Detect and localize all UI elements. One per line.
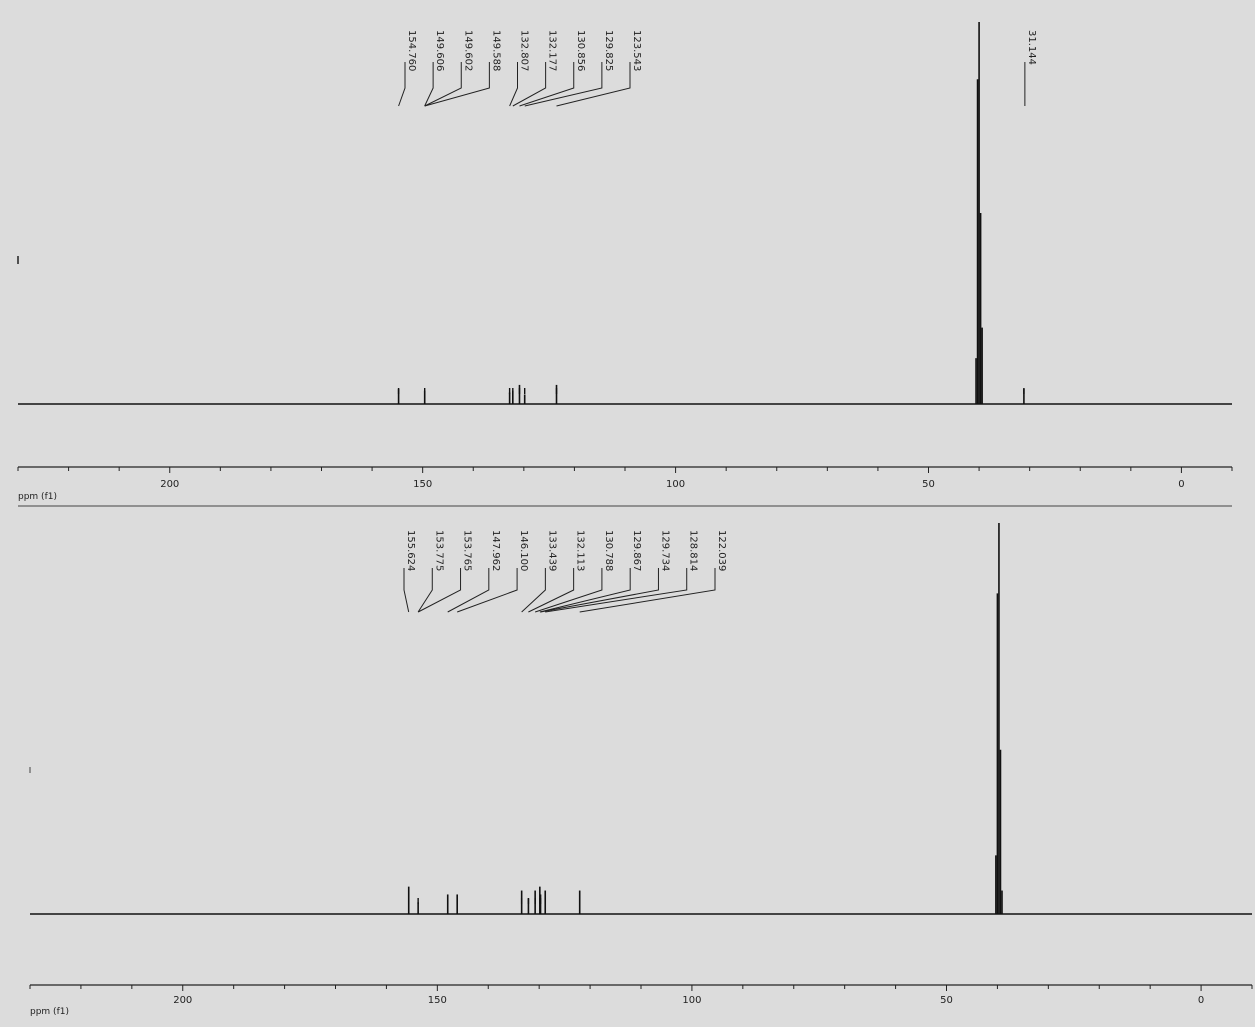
peak-label: 149.602: [462, 30, 473, 71]
x-tick-label: 200: [160, 479, 179, 490]
peak-label: 132.113: [575, 530, 586, 571]
peak-label: 123.543: [631, 30, 642, 71]
peak-label-leader: [417, 568, 433, 613]
peak-label: 154.760: [406, 30, 417, 71]
spectrum-panel-top: 154.760 149.606 149.602 149.588 132.807 132.1…: [17, 22, 1233, 507]
peak-label: 31.144: [1026, 30, 1037, 65]
peak-label: 149.588: [490, 30, 501, 71]
peak-label-leader: [519, 62, 575, 107]
peak-label-leader: [424, 62, 462, 107]
peak-label: 146.100: [518, 530, 529, 571]
peak-label: 155.624: [405, 530, 416, 571]
peak-label-leader: [509, 62, 518, 107]
x-tick-label: 150: [413, 479, 432, 490]
peak-label: 149.606: [434, 30, 445, 71]
peak-label: 129.867: [631, 530, 642, 571]
peak-label-leader: [398, 62, 406, 107]
peak-label-leader: [457, 568, 518, 613]
peak-label-leader: [545, 568, 688, 613]
peak-label-leader: [524, 62, 603, 107]
peak-label-leader: [534, 568, 603, 613]
peak-label-leader: [424, 62, 434, 107]
peak-label: 128.814: [688, 530, 699, 571]
peak-label: 132.177: [547, 30, 558, 71]
peak-label: 130.788: [603, 530, 614, 571]
peak-label-leader: [539, 568, 631, 613]
x-tick-label: 0: [1178, 479, 1184, 490]
peak-label: 147.962: [490, 530, 501, 571]
peak-label: 153.765: [462, 530, 473, 571]
x-tick-label: 150: [428, 995, 447, 1006]
peak-label-leader: [521, 568, 546, 613]
peak-label-leader: [424, 62, 490, 107]
peak-label-leader: [540, 568, 659, 613]
peak-label-leader: [528, 568, 575, 613]
x-axis-title: ppm (f1): [18, 492, 57, 502]
x-tick-label: 100: [666, 479, 685, 490]
peak-label: 129.734: [659, 530, 670, 571]
peak-label-leader: [556, 62, 631, 107]
peak-label: 133.439: [546, 530, 557, 571]
x-tick-label: 200: [173, 995, 192, 1006]
peak-label: 130.856: [575, 30, 586, 71]
peak-label: 153.775: [433, 530, 444, 571]
spectrum-panel-bottom: 155.624 153.775 153.765 147.962 146.100 133.4…: [29, 523, 1253, 1017]
peak-label-leader: [447, 568, 490, 613]
peak-label: 129.825: [603, 30, 614, 71]
x-tick-label: 50: [940, 995, 953, 1006]
x-axis-title: ppm (f1): [30, 1007, 69, 1017]
peak-label: 132.807: [519, 30, 530, 71]
peak-label-leader: [417, 568, 462, 613]
x-tick-label: 0: [1198, 995, 1204, 1006]
x-tick-label: 100: [682, 995, 701, 1006]
peak-label: 122.039: [716, 530, 727, 571]
peak-label-leader: [512, 62, 547, 107]
peak-label-leader: [403, 568, 410, 613]
peak-label-leader: [579, 568, 716, 613]
x-tick-label: 50: [922, 479, 935, 490]
